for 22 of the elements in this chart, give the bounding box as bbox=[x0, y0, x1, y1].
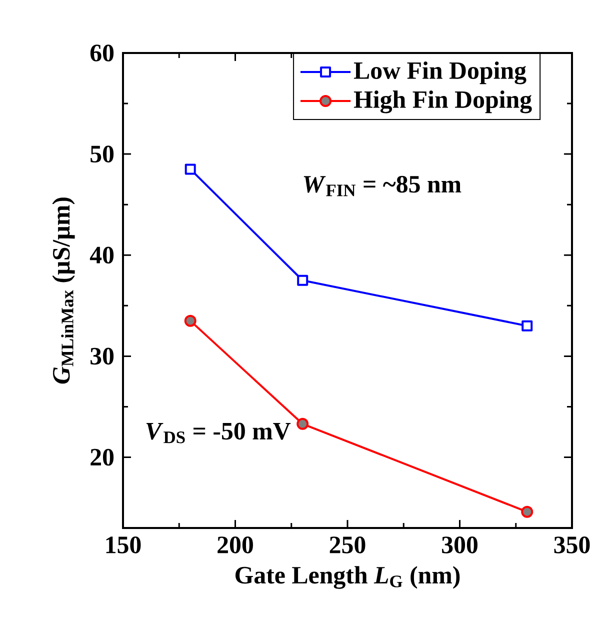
y-tick-label: 40 bbox=[90, 246, 114, 264]
legend-label: Low Fin Doping bbox=[354, 61, 526, 84]
legend-label: High Fin Doping bbox=[354, 90, 532, 114]
x-tick-label: 200 bbox=[218, 536, 253, 554]
x-tick-label: 150 bbox=[106, 536, 141, 554]
y-tick-label: 60 bbox=[90, 44, 114, 62]
y-tick-label: 30 bbox=[90, 348, 114, 365]
x-tick-label: 250 bbox=[330, 536, 366, 554]
x-tick-label: 350 bbox=[554, 536, 590, 554]
annotation: W$_{FIN}$ = ~85 nm bbox=[304, 176, 462, 196]
y-tick-label: 50 bbox=[90, 146, 114, 162]
point bbox=[184, 164, 196, 175]
y-tick-label: 20 bbox=[90, 448, 114, 466]
x-axis-title: Gate Length L$_{G}$ (nm) bbox=[236, 566, 460, 589]
y-axis-title: G$_{MLinMax}$ (µS/µm) bbox=[52, 198, 75, 384]
annotation: V$_{DS}$ = -50 mV bbox=[146, 422, 291, 444]
point bbox=[522, 320, 533, 332]
point bbox=[296, 418, 309, 430]
point bbox=[521, 506, 534, 518]
x-tick-label: 300 bbox=[442, 536, 478, 554]
point bbox=[184, 314, 196, 327]
point bbox=[297, 274, 308, 286]
